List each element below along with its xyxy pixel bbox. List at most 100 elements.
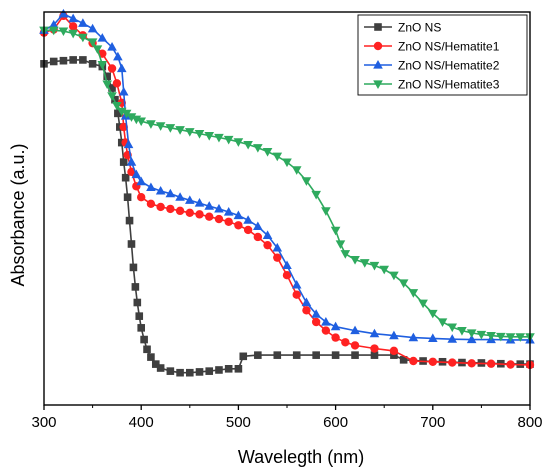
data-point bbox=[312, 351, 320, 359]
data-point bbox=[428, 357, 437, 366]
data-point bbox=[175, 126, 185, 135]
data-point bbox=[140, 335, 148, 344]
data-point bbox=[379, 265, 389, 275]
data-point bbox=[112, 79, 122, 88]
data-point bbox=[92, 45, 103, 54]
data-point bbox=[68, 13, 78, 23]
x-axis-title: Wavelegth (nm) bbox=[238, 447, 364, 467]
data-point bbox=[146, 199, 156, 209]
data-point bbox=[136, 117, 146, 127]
data-point bbox=[58, 8, 69, 18]
data-point bbox=[409, 356, 418, 366]
data-point bbox=[137, 193, 146, 202]
data-point bbox=[68, 22, 78, 31]
data-point bbox=[155, 185, 166, 195]
data-point bbox=[466, 334, 477, 344]
series-line bbox=[43, 12, 530, 341]
data-point bbox=[272, 242, 283, 252]
data-point bbox=[311, 309, 321, 318]
data-point bbox=[205, 367, 214, 375]
data-point bbox=[185, 195, 195, 204]
legend-label: ZnO NS/Hematite3 bbox=[398, 78, 500, 92]
data-point bbox=[515, 333, 526, 342]
data-point bbox=[335, 240, 346, 249]
data-point bbox=[292, 290, 301, 299]
data-point bbox=[254, 351, 262, 359]
data-point bbox=[108, 84, 116, 92]
data-point bbox=[135, 312, 144, 320]
data-point bbox=[243, 225, 253, 235]
data-point bbox=[146, 120, 156, 129]
data-point bbox=[146, 182, 156, 192]
data-point bbox=[125, 216, 134, 225]
data-point bbox=[88, 60, 97, 68]
data-point bbox=[214, 203, 224, 213]
data-point bbox=[194, 130, 205, 139]
data-point bbox=[457, 326, 467, 336]
data-point bbox=[165, 124, 176, 133]
x-tick-label: 400 bbox=[129, 414, 154, 431]
data-point bbox=[214, 133, 224, 143]
data-point bbox=[428, 309, 438, 319]
data-point bbox=[186, 368, 194, 377]
data-point bbox=[239, 352, 248, 361]
data-point bbox=[321, 326, 331, 335]
data-point bbox=[175, 192, 185, 201]
data-point bbox=[68, 29, 78, 39]
data-point bbox=[123, 193, 132, 201]
data-point bbox=[234, 365, 243, 373]
x-tick-label: 700 bbox=[420, 414, 445, 431]
legend-marker bbox=[374, 23, 382, 31]
data-point bbox=[224, 365, 233, 373]
data-point bbox=[428, 333, 438, 342]
data-point bbox=[418, 299, 428, 309]
data-point bbox=[49, 57, 58, 66]
data-point bbox=[113, 51, 123, 61]
data-point bbox=[466, 329, 477, 338]
data-point bbox=[116, 63, 127, 73]
data-point bbox=[156, 364, 165, 372]
data-point bbox=[370, 344, 379, 353]
data-point bbox=[369, 261, 380, 271]
data-point bbox=[126, 113, 137, 122]
legend-marker bbox=[373, 80, 383, 89]
y-axis-title: Absorbance (a.u.) bbox=[8, 143, 28, 286]
data-point bbox=[243, 215, 253, 224]
data-point bbox=[311, 190, 321, 200]
data-point bbox=[78, 18, 88, 27]
data-point bbox=[447, 334, 458, 343]
data-point bbox=[243, 140, 253, 150]
data-point bbox=[185, 208, 194, 217]
data-point bbox=[311, 317, 321, 327]
data-point bbox=[127, 240, 136, 248]
data-point bbox=[351, 351, 359, 359]
data-point bbox=[253, 232, 263, 242]
data-point bbox=[214, 214, 224, 224]
data-point bbox=[195, 368, 204, 376]
legend: ZnO NS ZnO NS/Hematite1 ZnO NS/Hematite2 Zn… bbox=[357, 14, 528, 96]
data-point bbox=[87, 38, 98, 47]
legend-box bbox=[357, 14, 528, 96]
data-point bbox=[97, 33, 108, 42]
data-point bbox=[233, 210, 244, 220]
data-point bbox=[302, 306, 311, 315]
data-point bbox=[253, 221, 263, 231]
data-point bbox=[176, 368, 184, 377]
data-point bbox=[107, 64, 117, 73]
data-point bbox=[224, 217, 233, 226]
data-point bbox=[330, 321, 341, 331]
data-point bbox=[350, 325, 360, 335]
legend-label: ZnO NS/Hematite2 bbox=[398, 59, 500, 73]
data-point bbox=[131, 169, 142, 179]
data-point bbox=[195, 210, 204, 219]
data-point bbox=[321, 317, 331, 326]
data-point bbox=[301, 297, 312, 307]
data-point bbox=[389, 271, 399, 281]
data-point bbox=[505, 333, 516, 342]
data-point bbox=[48, 26, 59, 36]
data-point bbox=[112, 101, 122, 111]
data-point bbox=[282, 271, 292, 280]
data-point bbox=[136, 176, 146, 186]
legend-item-4: ZnO NS/Hematite3 bbox=[364, 78, 500, 92]
